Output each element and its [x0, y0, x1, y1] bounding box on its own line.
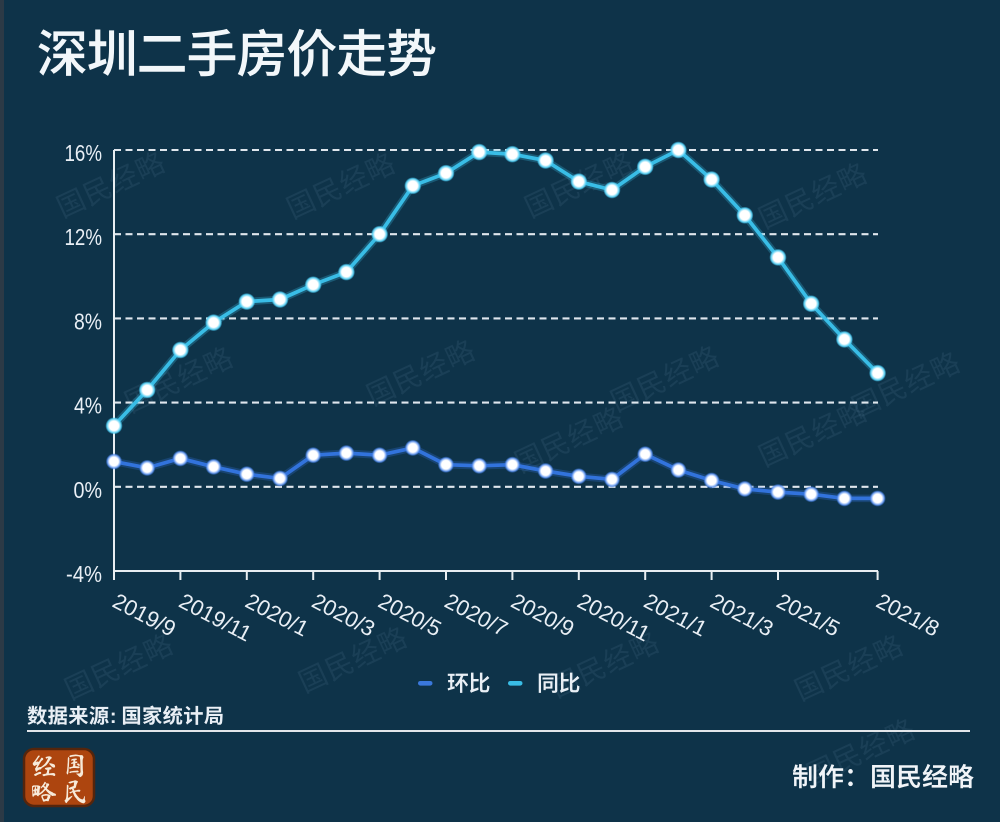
svg-text:12%: 12% [65, 224, 103, 250]
svg-text::: : [110, 706, 117, 728]
svg-text:4%: 4% [74, 393, 102, 419]
svg-text:-4%: -4% [66, 561, 102, 587]
svg-text:16%: 16% [65, 140, 103, 166]
svg-text:0%: 0% [74, 477, 103, 503]
svg-text:8%: 8% [74, 308, 102, 334]
